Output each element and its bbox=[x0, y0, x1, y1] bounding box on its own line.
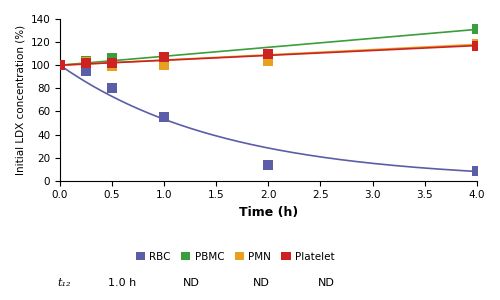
Y-axis label: Initial LDX concentration (%): Initial LDX concentration (%) bbox=[15, 25, 25, 175]
Point bbox=[108, 86, 116, 91]
Point bbox=[473, 42, 481, 47]
Point bbox=[56, 63, 64, 68]
Point bbox=[264, 51, 272, 56]
Point bbox=[82, 58, 90, 63]
Point bbox=[108, 64, 116, 69]
Text: ND: ND bbox=[318, 278, 334, 289]
Point bbox=[160, 115, 168, 120]
Point bbox=[264, 58, 272, 63]
Point bbox=[56, 63, 64, 68]
Text: ND: ND bbox=[182, 278, 200, 289]
Point bbox=[473, 43, 481, 48]
Point bbox=[82, 61, 90, 65]
Point bbox=[473, 27, 481, 32]
Legend: RBC, PBMC, PMN, Platelet: RBC, PBMC, PMN, Platelet bbox=[132, 248, 338, 266]
Point bbox=[264, 57, 272, 62]
Text: 1.0 h: 1.0 h bbox=[108, 278, 136, 289]
Point bbox=[82, 69, 90, 74]
Point bbox=[108, 56, 116, 61]
Text: ND: ND bbox=[252, 278, 270, 289]
Point bbox=[264, 162, 272, 167]
Point bbox=[56, 63, 64, 68]
Point bbox=[82, 59, 90, 64]
Point bbox=[160, 55, 168, 59]
Text: t₁₂: t₁₂ bbox=[58, 278, 71, 289]
Point bbox=[56, 63, 64, 68]
Point bbox=[108, 61, 116, 65]
Point bbox=[160, 58, 168, 63]
X-axis label: Time (h): Time (h) bbox=[239, 206, 298, 219]
Point bbox=[473, 169, 481, 174]
Point bbox=[160, 63, 168, 68]
